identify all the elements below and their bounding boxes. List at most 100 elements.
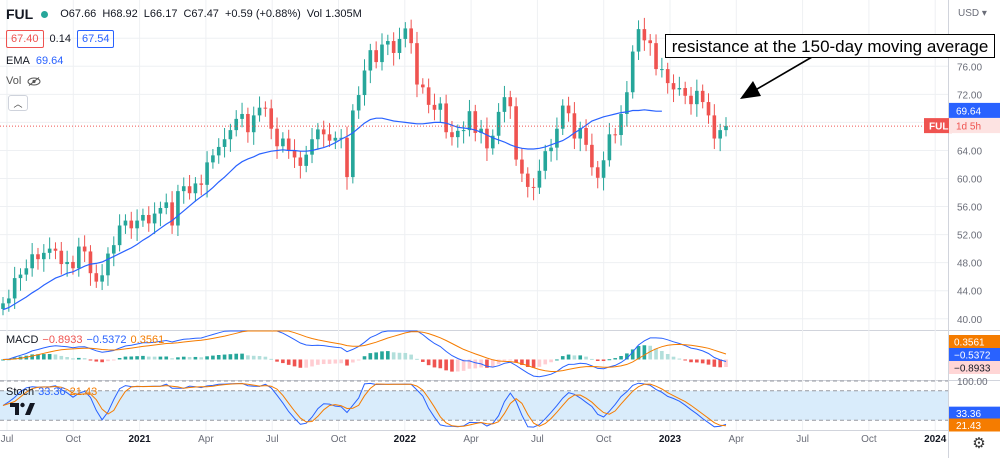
candle-body bbox=[82, 246, 87, 252]
candle-body bbox=[339, 137, 343, 139]
candle-body bbox=[601, 160, 606, 178]
candle-body bbox=[30, 254, 34, 269]
candle-body bbox=[351, 110, 355, 178]
candle-body bbox=[275, 128, 279, 147]
ema-line bbox=[2, 109, 662, 311]
candle-body bbox=[496, 111, 501, 136]
macd-line bbox=[2, 330, 727, 378]
candle-body bbox=[176, 191, 180, 226]
price-tick-label: 72.00 bbox=[957, 90, 982, 101]
candle-body bbox=[426, 87, 431, 105]
candle-body bbox=[584, 128, 588, 145]
market-status-dot bbox=[41, 10, 49, 18]
macd-histogram-bar bbox=[595, 359, 600, 362]
candle-body bbox=[164, 202, 169, 208]
ticker-symbol[interactable]: FUL bbox=[6, 6, 34, 22]
spread-value: 0.14 bbox=[49, 33, 71, 45]
time-tick-label: Oct bbox=[66, 434, 82, 445]
candle-body bbox=[409, 28, 413, 44]
macd-histogram-bar bbox=[304, 359, 309, 368]
macd-histogram-bar bbox=[543, 359, 548, 365]
volume-legend[interactable]: Vol bbox=[6, 75, 41, 87]
candle-body bbox=[170, 202, 174, 226]
time-tick-label: Oct bbox=[861, 434, 877, 445]
macd-histogram-bar bbox=[146, 356, 151, 360]
macd-histogram-bar bbox=[117, 357, 122, 360]
macd-histogram-bar bbox=[187, 357, 192, 360]
macd-histogram-bar bbox=[601, 359, 606, 362]
macd-axis-tag-text: −0.5372 bbox=[954, 351, 991, 362]
stoch-legend[interactable]: Stoch 33.36 21.43 bbox=[6, 386, 97, 398]
macd-histogram-bar bbox=[170, 358, 174, 360]
annotation-arrow bbox=[740, 56, 813, 99]
macd-histogram-bar bbox=[560, 356, 565, 360]
eye-off-icon[interactable] bbox=[27, 76, 41, 86]
macd-histogram-bar bbox=[251, 355, 256, 360]
time-tick-label: 2023 bbox=[659, 434, 682, 445]
candle-body bbox=[345, 137, 349, 178]
stoch-d-tag-text: 21.43 bbox=[956, 421, 981, 432]
macd-histogram-bar bbox=[525, 359, 530, 367]
macd-histogram-bar bbox=[549, 359, 553, 363]
candle-body bbox=[199, 183, 204, 185]
candle-body bbox=[537, 170, 542, 188]
ema-label: EMA bbox=[6, 55, 30, 67]
macd-histogram-bar bbox=[590, 358, 594, 360]
macd-legend[interactable]: MACD −0.8933 −0.5372 0.3561 bbox=[6, 334, 164, 346]
macd-histogram-bar bbox=[76, 357, 81, 360]
macd-histogram-bar bbox=[415, 358, 419, 360]
gear-icon[interactable]: ⚙ bbox=[972, 435, 986, 452]
candle-body bbox=[578, 128, 583, 139]
candle-body bbox=[216, 146, 221, 156]
candle-body bbox=[677, 88, 682, 90]
candle-body bbox=[368, 50, 373, 71]
macd-histogram-bar bbox=[65, 357, 69, 360]
resistance-annotation[interactable]: resistance at the 150-day moving average bbox=[665, 34, 995, 58]
currency-label: USD ▾ bbox=[958, 8, 987, 19]
candle-body bbox=[380, 44, 384, 63]
macd-axis-tag bbox=[949, 348, 1000, 361]
candle-body bbox=[531, 186, 536, 188]
candle-body bbox=[607, 134, 612, 161]
candle-body bbox=[706, 102, 711, 116]
macd-histogram-bar bbox=[683, 359, 687, 361]
macd-histogram-bar bbox=[135, 356, 139, 360]
macd-histogram-bar bbox=[578, 355, 583, 360]
candle-body bbox=[386, 41, 390, 45]
candle-body bbox=[543, 151, 548, 171]
candle-body bbox=[415, 43, 419, 85]
macd-histogram-bar bbox=[234, 353, 239, 360]
candle-body bbox=[316, 129, 320, 140]
macd-histogram-bar bbox=[642, 345, 647, 360]
candle-body bbox=[152, 213, 157, 224]
tradingview-logo-icon[interactable] bbox=[10, 402, 36, 416]
macd-histogram-bar bbox=[199, 357, 204, 360]
time-tick-label: Oct bbox=[331, 434, 347, 445]
macd-histogram-bar bbox=[368, 353, 373, 360]
candle-body bbox=[286, 138, 291, 151]
macd-histogram-bar bbox=[397, 352, 402, 360]
macd-axis-tag-text: 0.3561 bbox=[954, 338, 985, 349]
macd-histogram-bar bbox=[409, 354, 413, 360]
candle-body bbox=[59, 250, 64, 265]
arrow-head bbox=[740, 81, 761, 99]
macd-histogram-bar bbox=[485, 359, 489, 368]
macd-histogram-bar bbox=[351, 359, 355, 363]
macd-histogram-bar bbox=[380, 351, 384, 360]
ask-price-button[interactable]: 67.54 bbox=[76, 30, 115, 48]
candle-body bbox=[619, 113, 623, 136]
ema-legend[interactable]: EMA 69.64 bbox=[6, 55, 63, 67]
macd-histogram-bar bbox=[228, 354, 233, 360]
candle-body bbox=[222, 139, 227, 147]
macd-histogram-bar bbox=[88, 359, 93, 361]
collapse-legend-button[interactable]: ︿ bbox=[8, 95, 28, 111]
ema-price-tag bbox=[949, 102, 1000, 118]
price-tick-label: 76.00 bbox=[957, 62, 982, 73]
macd-histogram-bar bbox=[531, 359, 536, 368]
bid-price-button[interactable]: 67.40 bbox=[6, 30, 44, 48]
candle-body bbox=[106, 253, 110, 276]
macd-histogram-bar bbox=[211, 355, 215, 360]
candle-body bbox=[525, 173, 530, 187]
macd-histogram-bar bbox=[665, 353, 670, 360]
